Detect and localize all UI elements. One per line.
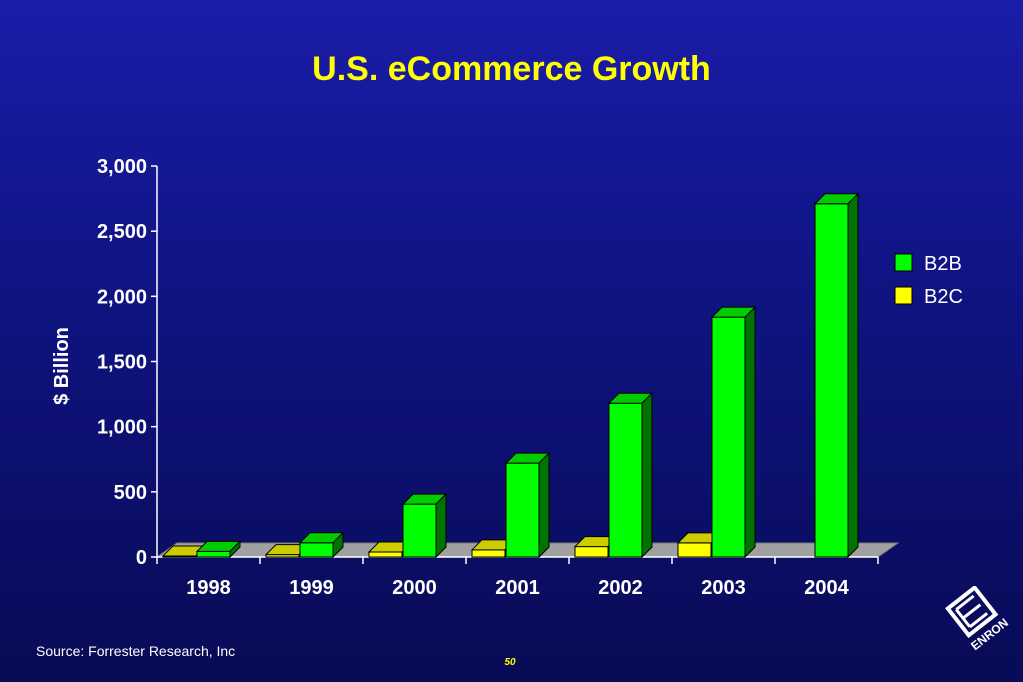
bar-b2b-side xyxy=(538,451,550,559)
bar-b2c-front xyxy=(677,542,712,558)
page-number: 50 xyxy=(504,657,516,668)
bar-b2b xyxy=(710,305,757,559)
legend-label: B2C xyxy=(924,286,963,308)
x-tick-label: 2003 xyxy=(701,577,746,599)
y-tick-label: 3,000 xyxy=(97,156,147,178)
y-tick-label: 1,000 xyxy=(97,417,147,439)
y-tick-label: 1,500 xyxy=(97,352,147,374)
x-tick-label: 2000 xyxy=(392,577,437,599)
bar-b2b-front xyxy=(402,503,437,558)
bar-b2b-front xyxy=(608,402,643,558)
bar-b2b-front xyxy=(196,550,231,558)
legend-swatch xyxy=(894,253,913,272)
bar-b2b-side xyxy=(435,492,447,559)
bar-b2b xyxy=(607,391,654,559)
bar-b2c-front xyxy=(368,551,403,558)
x-tick-label: 2004 xyxy=(804,577,849,599)
source-note: Source: Forrester Research, Inc xyxy=(36,643,236,659)
x-tick-label: 1998 xyxy=(186,577,231,599)
bar-b2b xyxy=(504,451,551,559)
bar-b2b-side xyxy=(847,192,859,559)
legend-swatch xyxy=(894,286,913,305)
bar-b2b-front xyxy=(299,542,334,558)
bar-b2c-front xyxy=(471,549,506,558)
legend: B2B B2C xyxy=(894,253,963,308)
bar-b2b xyxy=(298,531,345,559)
slide-title: U.S. eCommerce Growth xyxy=(312,50,711,88)
y-tick-label: 2,000 xyxy=(97,286,147,308)
x-tick-label: 1999 xyxy=(289,577,334,599)
x-tick-label: 2002 xyxy=(598,577,643,599)
enron-logo: ENRON xyxy=(945,586,1010,650)
bar-b2b-front xyxy=(505,462,540,558)
bar-chart: 0 500 1,000 1,500 2,000 2,500 3,000 $ Billion 19… xyxy=(51,156,963,599)
y-axis-title: $ Billion xyxy=(51,327,73,405)
legend-label: B2B xyxy=(924,253,962,275)
bar-b2b-front xyxy=(711,316,746,558)
x-tick-label: 2001 xyxy=(495,577,540,599)
y-tick-label: 0 xyxy=(136,547,147,569)
bar-b2b xyxy=(813,192,860,559)
bar-b2b-front xyxy=(814,203,849,558)
bar-b2b-side xyxy=(744,305,756,559)
bar-b2b xyxy=(195,540,242,559)
bar-b2b-side xyxy=(229,540,241,559)
y-tick-label: 2,500 xyxy=(97,221,147,243)
bar-b2b-side xyxy=(332,531,344,559)
y-tick-label: 500 xyxy=(114,482,147,504)
bar-b2b-side xyxy=(641,391,653,559)
bar-b2b xyxy=(401,492,448,559)
bar-b2c-front xyxy=(574,546,609,558)
